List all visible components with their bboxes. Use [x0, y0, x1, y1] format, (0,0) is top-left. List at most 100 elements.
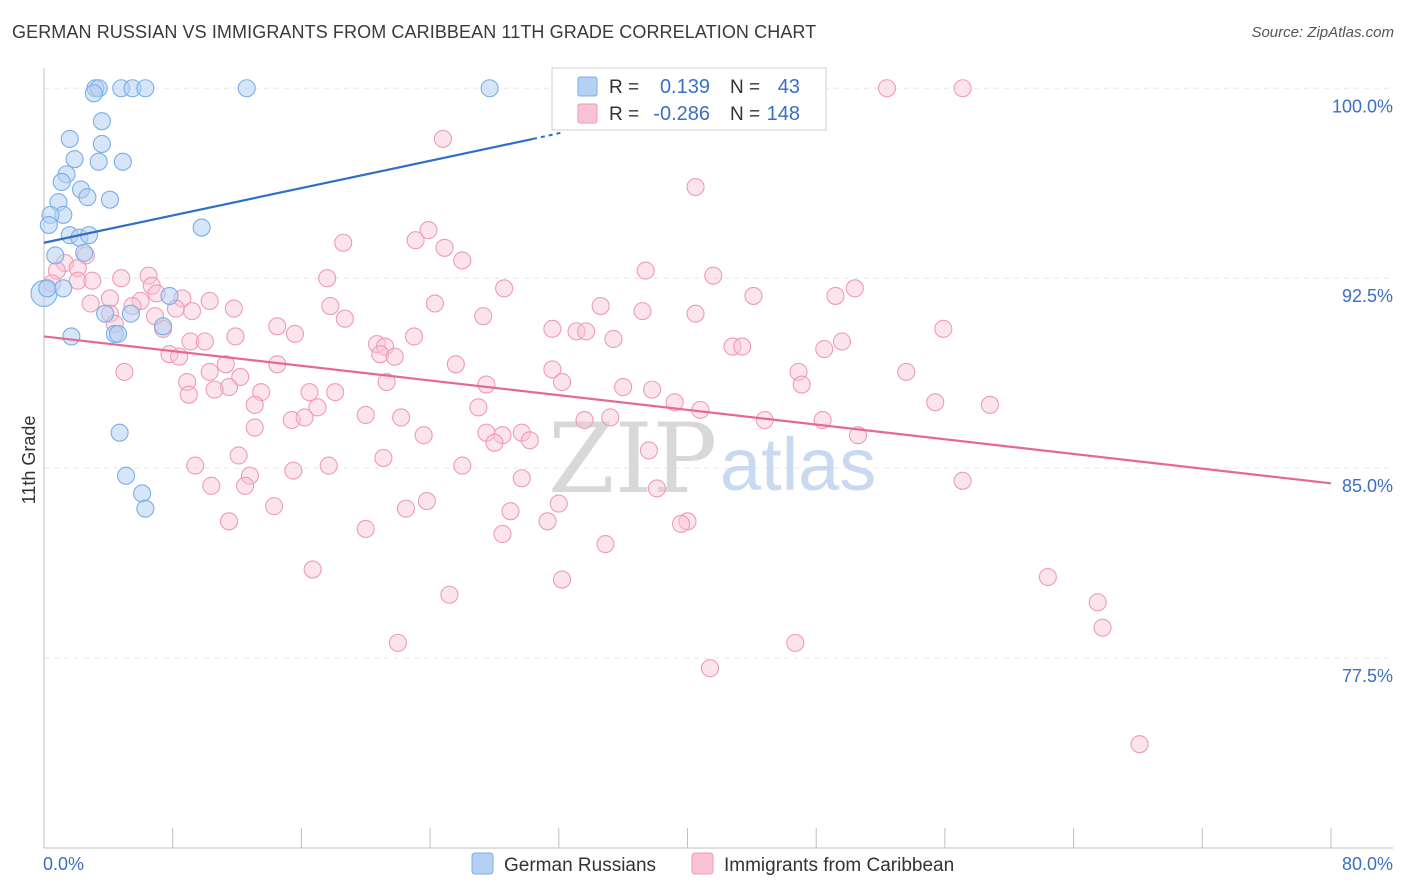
german-russians-trend-extension: [532, 131, 563, 140]
german-russian-point: [160, 286, 179, 305]
caribbean-point: [552, 570, 572, 589]
caribbean-point: [826, 286, 845, 305]
caribbean-point: [83, 271, 102, 290]
caribbean-point: [440, 585, 459, 604]
bottom-legend-swatch-blue: [471, 852, 494, 875]
caribbean-trend-line: [43, 335, 1332, 485]
caribbean-point: [100, 289, 120, 308]
legend-n-value-2: 148: [767, 103, 800, 125]
legend-box: [551, 67, 827, 131]
caribbean-point: [633, 302, 652, 321]
caribbean-point: [643, 380, 662, 399]
caribbean-point: [229, 446, 248, 465]
x-max-label: 80.0%: [1342, 854, 1393, 874]
caribbean-point: [419, 221, 438, 240]
caribbean-point: [815, 340, 834, 359]
caribbean-point: [226, 327, 245, 346]
caribbean-point: [182, 302, 202, 321]
german-russian-point: [116, 466, 136, 485]
german-russian-point: [237, 79, 256, 98]
german-russian-point: [54, 279, 73, 298]
caribbean-point: [567, 322, 586, 341]
series-legend: German Russians Immigrants from Caribbea…: [471, 852, 954, 876]
correlation-legend: R = 0.139 N = 43 R = -0.286 N = 148: [551, 67, 827, 131]
caribbean-point: [319, 456, 338, 475]
caribbean-point: [219, 512, 239, 531]
caribbean-point: [417, 492, 436, 511]
watermark: ZIP atlas: [548, 403, 876, 515]
caribbean-point: [446, 355, 465, 374]
german-russian-point: [136, 499, 155, 518]
y-tick-label: 77.5%: [1342, 666, 1393, 686]
caribbean-point: [845, 279, 864, 298]
caribbean-point: [195, 332, 214, 351]
caribbean-point: [404, 327, 424, 346]
caribbean-point: [1093, 618, 1112, 637]
caribbean-point: [495, 279, 514, 298]
caribbean-point: [392, 408, 411, 427]
series-caribbean-points: [42, 79, 1149, 754]
caribbean-point: [406, 231, 425, 250]
caribbean-point: [435, 238, 454, 257]
caribbean-point: [388, 633, 407, 652]
caribbean-point: [202, 476, 221, 495]
caribbean-point: [934, 319, 953, 338]
caribbean-point: [356, 519, 375, 538]
caribbean-point: [139, 266, 158, 285]
caribbean-point: [704, 266, 723, 285]
caribbean-point: [552, 372, 572, 392]
caribbean-point: [295, 408, 314, 427]
caribbean-point: [538, 512, 557, 531]
caribbean-point: [300, 383, 319, 402]
caribbean-point: [596, 535, 615, 554]
caribbean-point: [231, 367, 250, 387]
caribbean-point: [543, 319, 562, 338]
caribbean-point: [318, 269, 337, 288]
caribbean-point: [179, 385, 198, 404]
caribbean-point: [377, 372, 396, 392]
caribbean-point: [639, 441, 658, 460]
caribbean-point: [68, 271, 87, 290]
y-tick-label: 92.5%: [1342, 286, 1393, 306]
caribbean-point: [265, 497, 284, 516]
caribbean-point: [112, 269, 131, 288]
watermark-atlas: atlas: [720, 423, 876, 506]
caribbean-point: [1130, 735, 1149, 754]
caribbean-point: [356, 405, 375, 424]
caribbean-point: [240, 466, 259, 485]
caribbean-point: [216, 355, 235, 374]
caribbean-point: [520, 431, 539, 450]
german-russian-point: [96, 304, 115, 323]
caribbean-point: [543, 360, 562, 379]
caribbean-point: [686, 177, 705, 197]
german-russian-point: [92, 134, 111, 154]
caribbean-point: [493, 524, 512, 544]
caribbean-point: [591, 297, 610, 316]
legend-swatch-pink: [577, 103, 598, 124]
german-russian-point: [480, 79, 499, 98]
x-min-label: 0.0%: [43, 854, 84, 874]
german-russian-point: [62, 327, 81, 346]
legend-r-value-2: -0.286: [653, 103, 710, 125]
german-russian-point: [52, 172, 71, 192]
caribbean-point: [733, 337, 752, 356]
german-russian-point: [38, 279, 57, 298]
caribbean-point: [453, 251, 472, 270]
german-russian-point: [136, 79, 155, 98]
source-label: Source: ZipAtlas.com: [1251, 24, 1394, 41]
caribbean-point: [953, 471, 972, 490]
caribbean-point: [303, 560, 322, 579]
y-tick-label: 100.0%: [1332, 96, 1393, 116]
german-russian-point: [89, 152, 108, 171]
y-tick-label: 85.0%: [1342, 476, 1393, 496]
legend-r-label-2: R =: [609, 104, 639, 125]
caribbean-point: [414, 426, 433, 445]
caribbean-point: [897, 362, 916, 381]
german-russians-trend-line: [43, 137, 534, 244]
caribbean-point: [485, 433, 504, 452]
chart-title: GERMAN RUSSIAN VS IMMIGRANTS FROM CARIBB…: [12, 22, 817, 42]
caribbean-point: [308, 398, 327, 417]
caribbean-point: [665, 393, 684, 412]
caribbean-point: [786, 633, 805, 652]
caribbean-point: [205, 380, 224, 399]
